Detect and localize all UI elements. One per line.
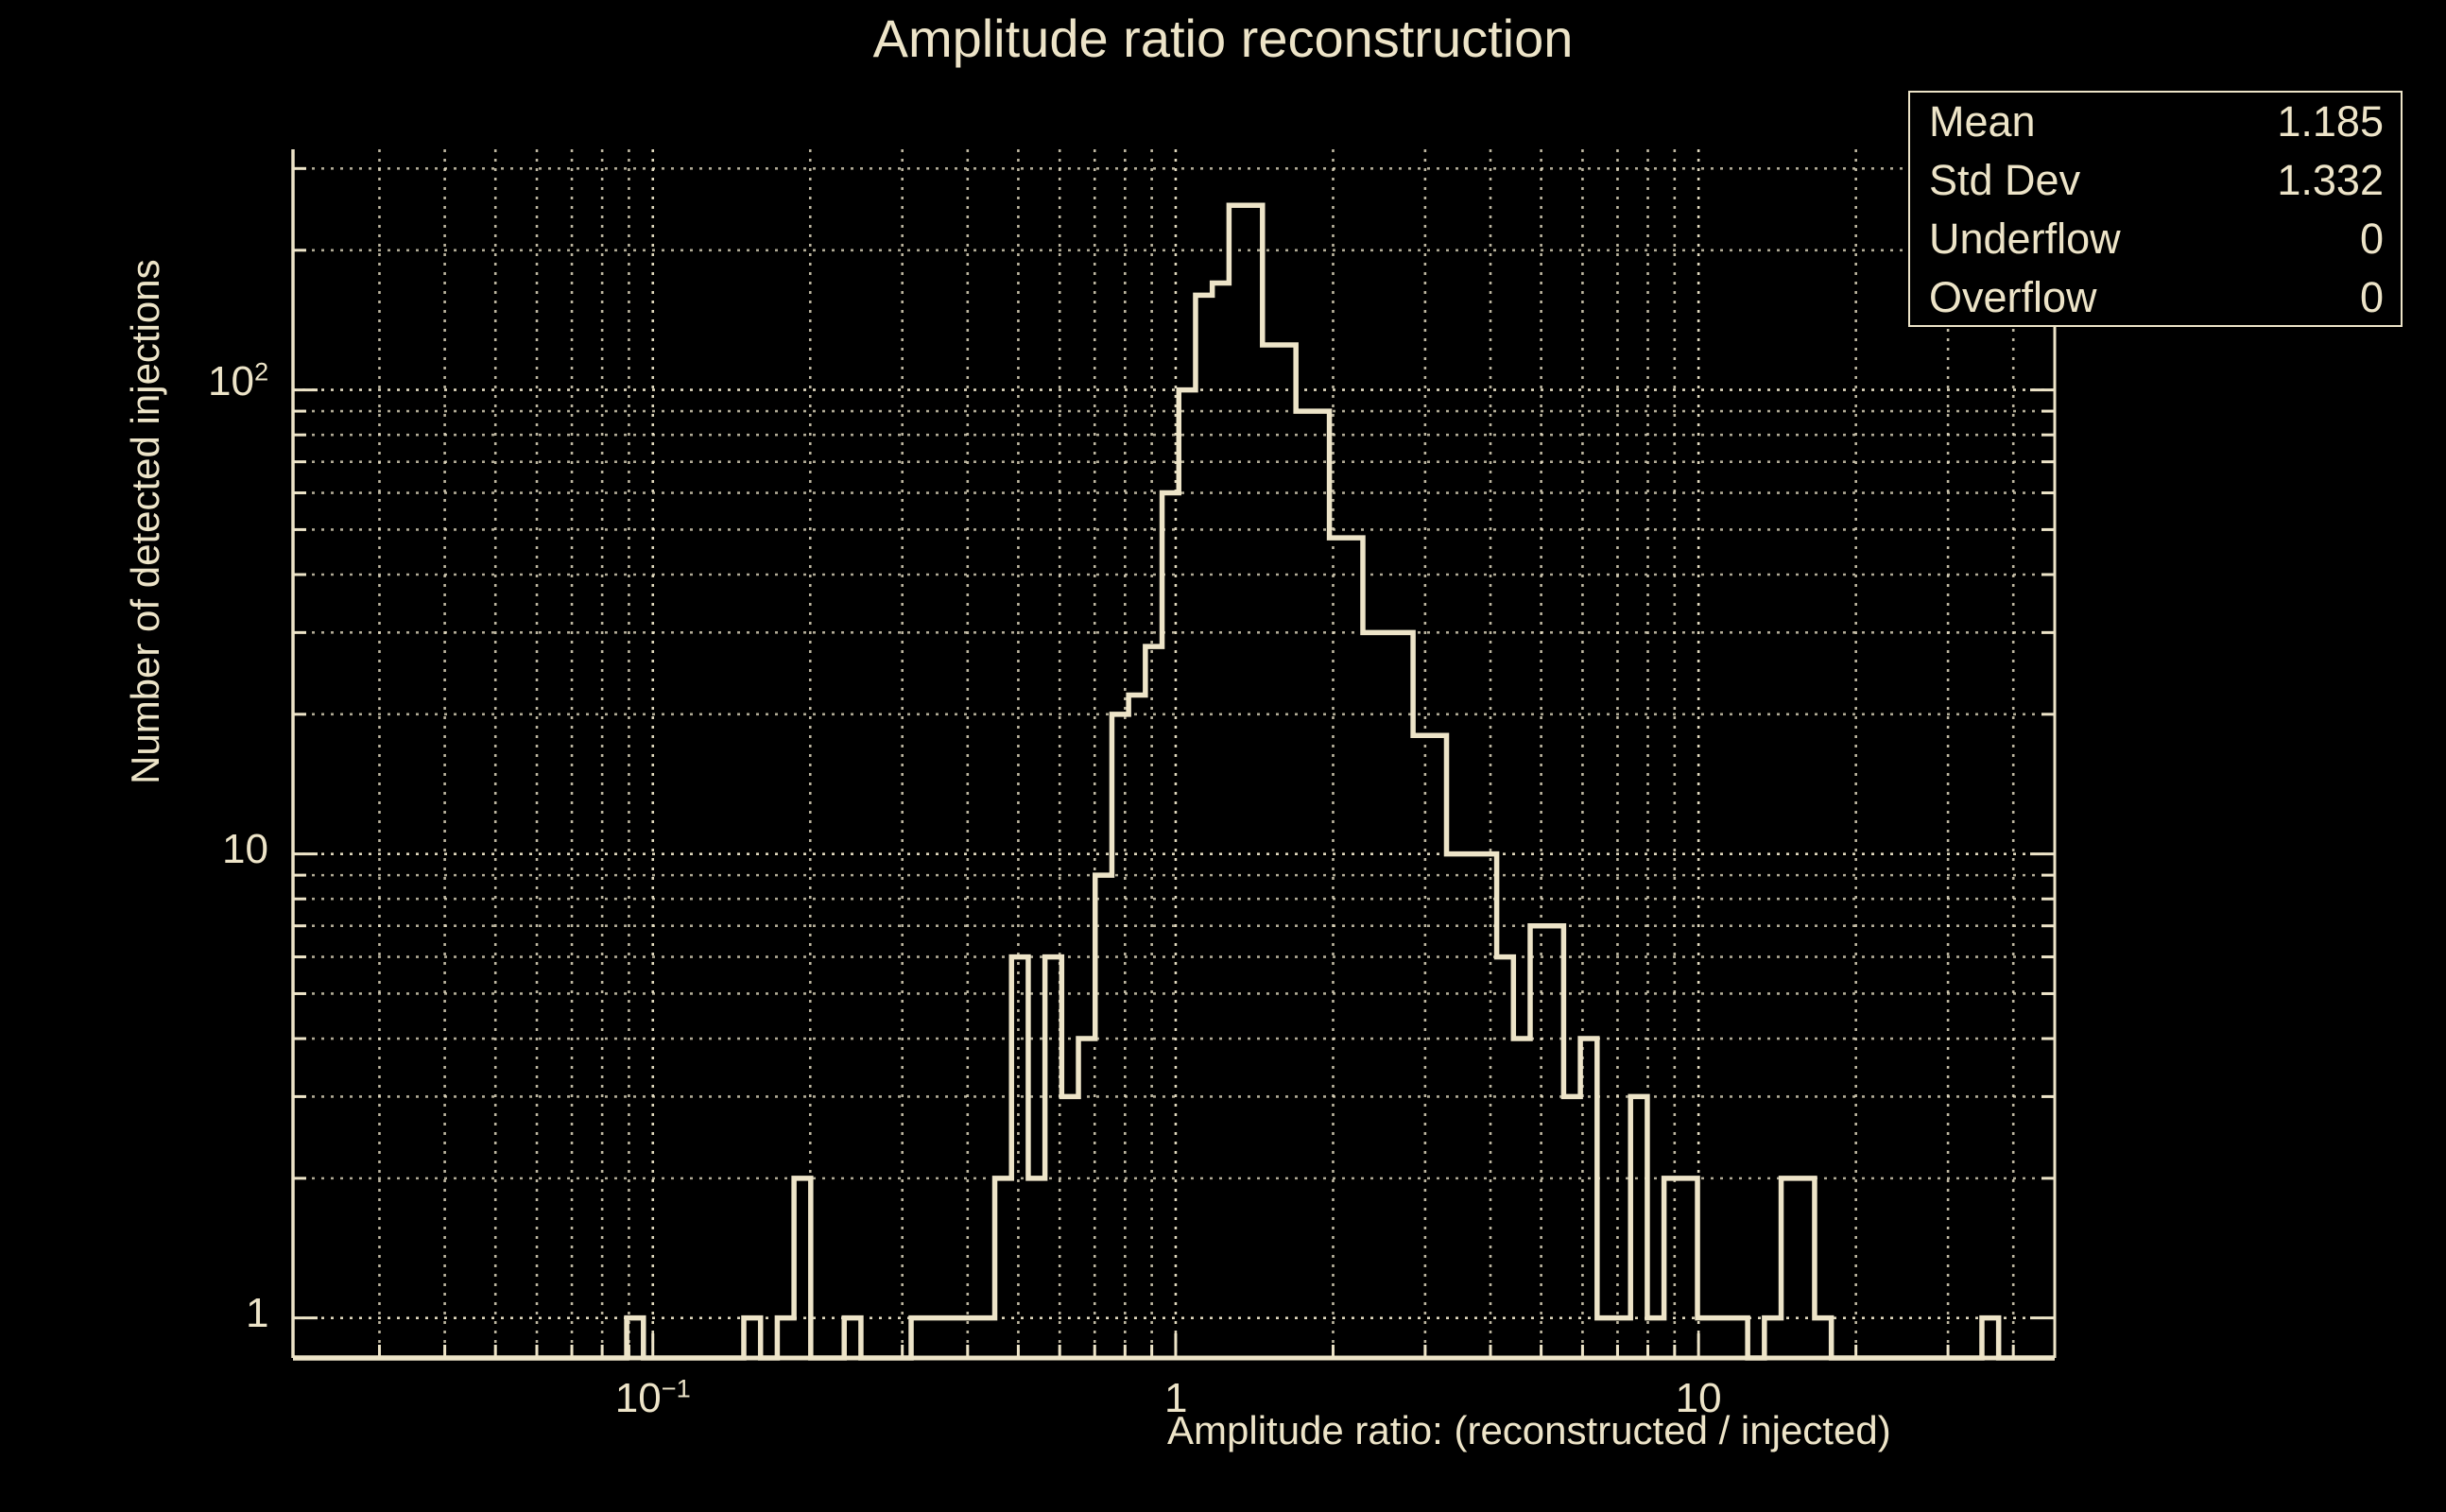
stats-value: 0 xyxy=(2359,215,2384,263)
x-tick-label-10: 10 xyxy=(1675,1375,1722,1421)
stats-row: Mean 1.185 xyxy=(1910,93,2401,151)
x-tick-label-0p1: 10−1 xyxy=(614,1373,691,1421)
stats-value: 1.185 xyxy=(2277,97,2384,146)
x-tick-label-1: 1 xyxy=(1163,1375,1188,1421)
stats-row: Underflow 0 xyxy=(1910,210,2401,268)
y-tick-label-100: 102 xyxy=(208,355,269,404)
x-axis-label: Amplitude ratio: (reconstructed / inject… xyxy=(1167,1408,1891,1452)
y-tick-label-10: 10 xyxy=(222,825,268,872)
stats-label: Mean xyxy=(1929,97,2036,146)
y-tick-label-1: 1 xyxy=(246,1289,269,1336)
stats-row: Std Dev 1.332 xyxy=(1910,151,2401,210)
page-title: Amplitude ratio reconstruction xyxy=(872,9,1574,68)
stats-row: Overflow 0 xyxy=(1910,268,2401,327)
stats-label: Std Dev xyxy=(1929,156,2081,204)
stats-value: 0 xyxy=(2359,273,2384,321)
stats-label: Underflow xyxy=(1929,215,2121,263)
stats-value: 1.332 xyxy=(2277,156,2384,204)
stats-box: Mean 1.185 Std Dev 1.332 Underflow 0 Ove… xyxy=(1908,91,2403,327)
stats-label: Overflow xyxy=(1929,273,2097,321)
